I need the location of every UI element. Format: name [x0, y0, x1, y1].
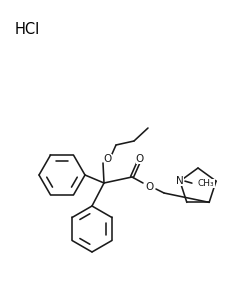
Text: CH₃: CH₃ — [197, 179, 214, 188]
Text: HCl: HCl — [15, 22, 40, 37]
Text: O: O — [135, 154, 144, 164]
Text: O: O — [145, 182, 153, 192]
Text: N: N — [175, 176, 183, 186]
Text: O: O — [104, 154, 112, 164]
